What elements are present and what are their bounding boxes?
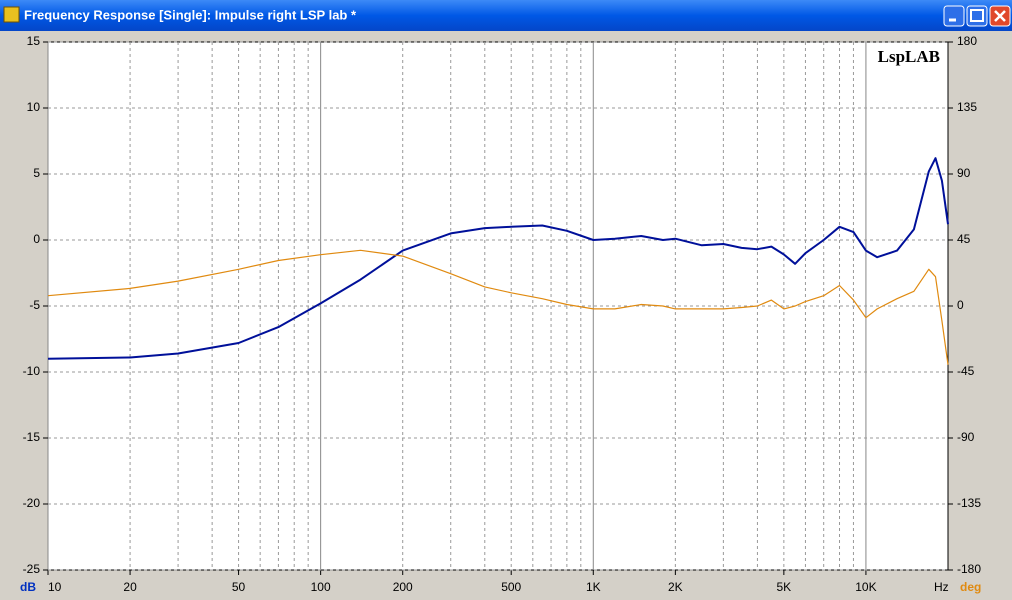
x-tick-label: 200: [393, 580, 413, 594]
y-tick-label: -5: [29, 298, 40, 312]
x-tick-label: 10: [48, 580, 62, 594]
y2-tick-label: -45: [957, 364, 975, 378]
y-tick-label: 10: [27, 100, 41, 114]
minimize-button[interactable]: [943, 5, 965, 27]
x-tick-label: 50: [232, 580, 246, 594]
y2-tick-label: 45: [957, 232, 971, 246]
y-tick-label: 0: [33, 232, 40, 246]
y2-axis-unit: deg: [960, 580, 981, 594]
x-tick-label: 100: [311, 580, 331, 594]
y-tick-label: -10: [23, 364, 41, 378]
y-tick-label: 5: [33, 166, 40, 180]
x-axis-unit: Hz: [934, 580, 949, 594]
y-tick-label: -15: [23, 430, 41, 444]
y2-tick-label: 135: [957, 100, 977, 114]
y-tick-label: -20: [23, 496, 41, 510]
series-line: [47, 249, 949, 365]
y-tick-label: 15: [27, 34, 41, 48]
y2-tick-label: -135: [957, 496, 981, 510]
window-buttons: [943, 5, 1011, 27]
y2-tick-label: -180: [957, 562, 981, 576]
title-bar: [0, 0, 1012, 31]
y2-tick-label: 180: [957, 34, 977, 48]
x-tick-label: 2K: [668, 580, 683, 594]
x-tick-label: 5K: [777, 580, 792, 594]
watermark: LspLAB: [878, 47, 940, 66]
window-title: Frequency Response [Single]: Impulse rig…: [24, 7, 357, 22]
series-line: [47, 157, 949, 360]
y2-tick-label: 0: [957, 298, 964, 312]
y-tick-label: -25: [23, 562, 41, 576]
y2-tick-label: 90: [957, 166, 971, 180]
x-tick-label: 10K: [855, 580, 876, 594]
x-tick-label: 1K: [586, 580, 601, 594]
x-tick-label: 500: [501, 580, 521, 594]
x-tick-label: 20: [123, 580, 137, 594]
y-axis-unit: dB: [20, 580, 36, 594]
window-icon[interactable]: [3, 6, 20, 23]
y2-tick-label: -90: [957, 430, 975, 444]
